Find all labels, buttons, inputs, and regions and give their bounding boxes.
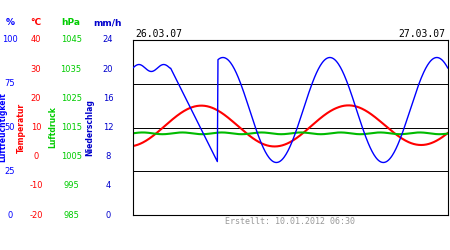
Text: 20: 20 [103,65,113,74]
Text: hPa: hPa [62,18,81,27]
Text: 27.03.07: 27.03.07 [399,29,446,39]
Text: 16: 16 [103,94,113,103]
Text: 10: 10 [31,123,41,132]
Text: 1035: 1035 [61,65,81,74]
Text: Luftfeuchtigkeit: Luftfeuchtigkeit [0,92,7,162]
Text: -10: -10 [29,181,43,190]
Text: 985: 985 [63,210,79,220]
Text: 40: 40 [31,36,41,44]
Text: 50: 50 [4,123,15,132]
Text: 30: 30 [31,65,41,74]
Text: 100: 100 [2,36,18,44]
Text: 1015: 1015 [61,123,81,132]
Text: 1025: 1025 [61,94,81,103]
Text: Erstellt: 10.01.2012 06:30: Erstellt: 10.01.2012 06:30 [225,218,355,226]
Text: 0: 0 [105,210,111,220]
Text: %: % [5,18,14,27]
Text: 0: 0 [7,210,13,220]
Text: mm/h: mm/h [94,18,122,27]
Text: 1045: 1045 [61,36,81,44]
Text: 0: 0 [33,152,39,161]
Text: -20: -20 [29,210,43,220]
Text: 8: 8 [105,152,111,161]
Text: Temperatur: Temperatur [17,102,26,152]
Text: 12: 12 [103,123,113,132]
Text: Luftdruck: Luftdruck [49,106,58,148]
Text: Niederschlag: Niederschlag [86,99,94,156]
Text: 24: 24 [103,36,113,44]
Text: 4: 4 [105,181,111,190]
Text: 75: 75 [4,79,15,88]
Text: 25: 25 [4,167,15,176]
Text: 1005: 1005 [61,152,81,161]
Text: °C: °C [31,18,41,27]
Text: 995: 995 [63,181,79,190]
Text: 20: 20 [31,94,41,103]
Text: 26.03.07: 26.03.07 [135,29,182,39]
